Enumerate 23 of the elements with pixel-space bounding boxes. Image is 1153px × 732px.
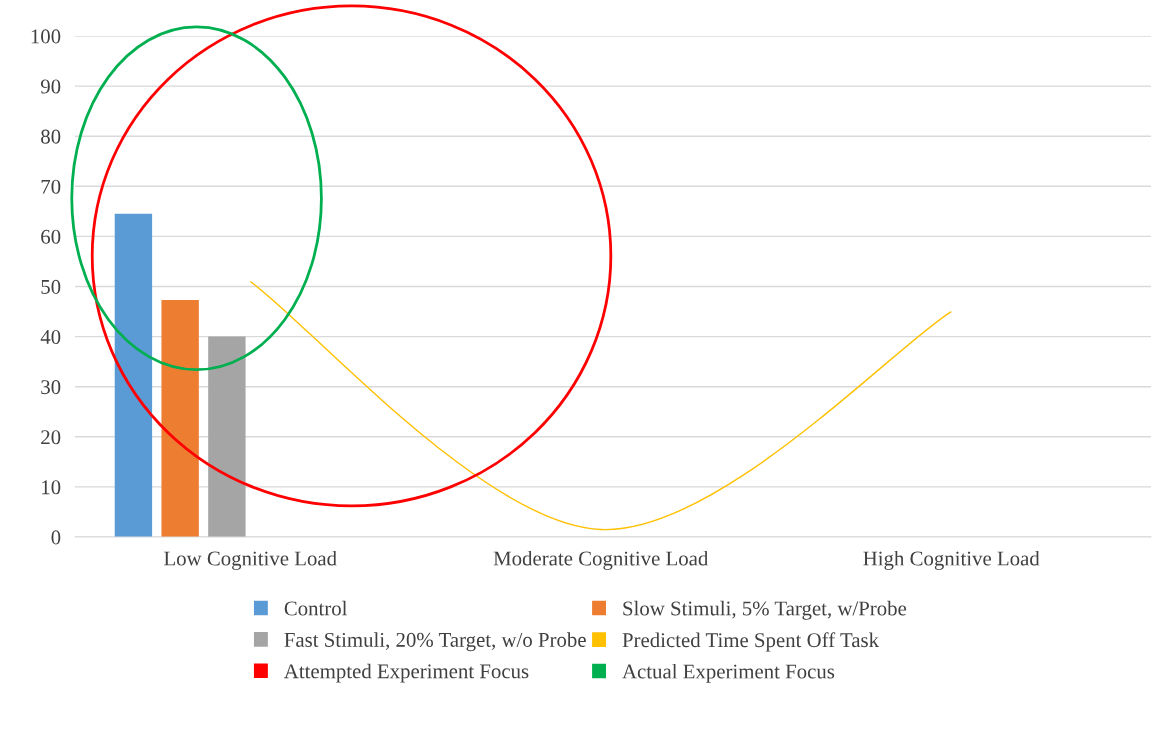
bar: [161, 300, 199, 537]
x-tick-label: Moderate Cognitive Load: [493, 550, 709, 570]
y-tick-label: 70: [41, 179, 61, 194]
bar: [208, 336, 246, 537]
y-tick-label: 40: [40, 329, 61, 345]
legend-label: Control: [284, 600, 348, 616]
x-tick-label: Low Cognitive Load: [164, 550, 337, 570]
x-tick-label: High Cognitive Load: [863, 550, 1040, 570]
y-tick-label: 30: [41, 380, 61, 395]
legend-label: Fast Stimuli, 20% Target, w/o Probe: [284, 632, 586, 652]
y-tick-label: 50: [41, 279, 61, 294]
legend-label: Attempted Experiment Focus: [284, 663, 529, 683]
y-tick-label: 10: [42, 480, 61, 495]
y-tick-label: 90: [40, 79, 61, 94]
y-tick-label: 20: [41, 430, 61, 445]
legend-label: Predicted Time Spent Off Task: [622, 632, 880, 652]
y-tick-label: 0: [51, 530, 61, 545]
bar: [114, 213, 153, 537]
legend-label: Actual Experiment Focus: [622, 663, 835, 683]
y-tick-label: 100: [31, 29, 61, 44]
y-tick-label: 80: [41, 129, 61, 144]
legend-label: Slow Stimuli, 5% Target, w/Probe: [623, 600, 907, 620]
y-tick-label: 60: [41, 229, 61, 244]
